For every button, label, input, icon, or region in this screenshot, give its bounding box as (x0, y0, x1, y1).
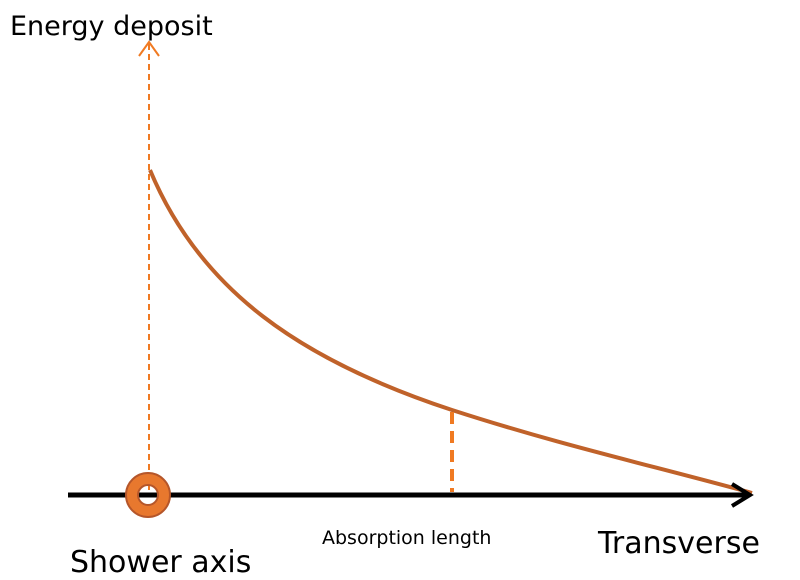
x-axis-arrowhead (730, 482, 754, 508)
deposit-curve (148, 169, 753, 495)
absorption-length-label: Absorption length (322, 527, 491, 549)
shower-axis-ring (126, 473, 170, 517)
transverse-label: Transverse (597, 526, 760, 561)
y-axis-title: Energy deposit (10, 11, 213, 42)
ring-inner-outline (137, 484, 159, 506)
shower-axis-label: Shower axis (70, 545, 251, 580)
ring-outline (125, 472, 171, 518)
arrowhead (138, 40, 160, 57)
